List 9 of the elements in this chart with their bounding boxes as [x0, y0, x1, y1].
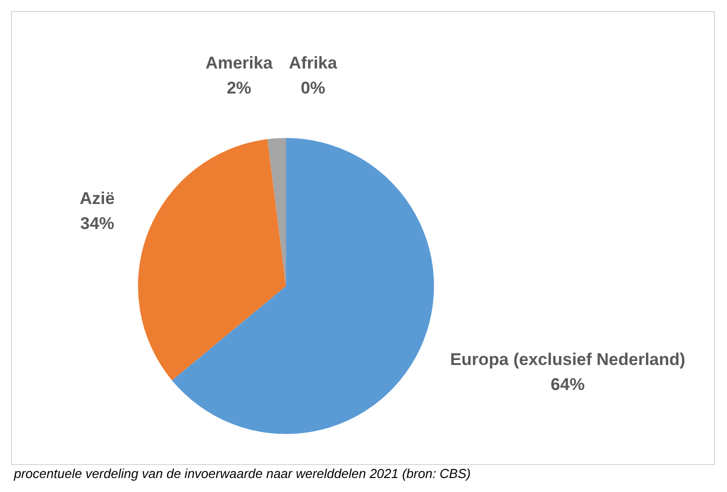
text: 0%: [300, 78, 326, 98]
category-label: Afrika: [288, 54, 338, 73]
text: procentuele verdeling van de invoerwaarde naar werelddelen 2021 (bron: CBS): [14, 466, 471, 481]
data-label: 64%: [550, 375, 585, 394]
data-label: 34%: [80, 214, 114, 233]
slice-label: Azië: [80, 188, 115, 208]
data-label: 2%: [226, 78, 252, 98]
slice-label: Amerika: [205, 54, 274, 73]
slice-label: Europa (exclusief Nederland): [450, 350, 686, 370]
